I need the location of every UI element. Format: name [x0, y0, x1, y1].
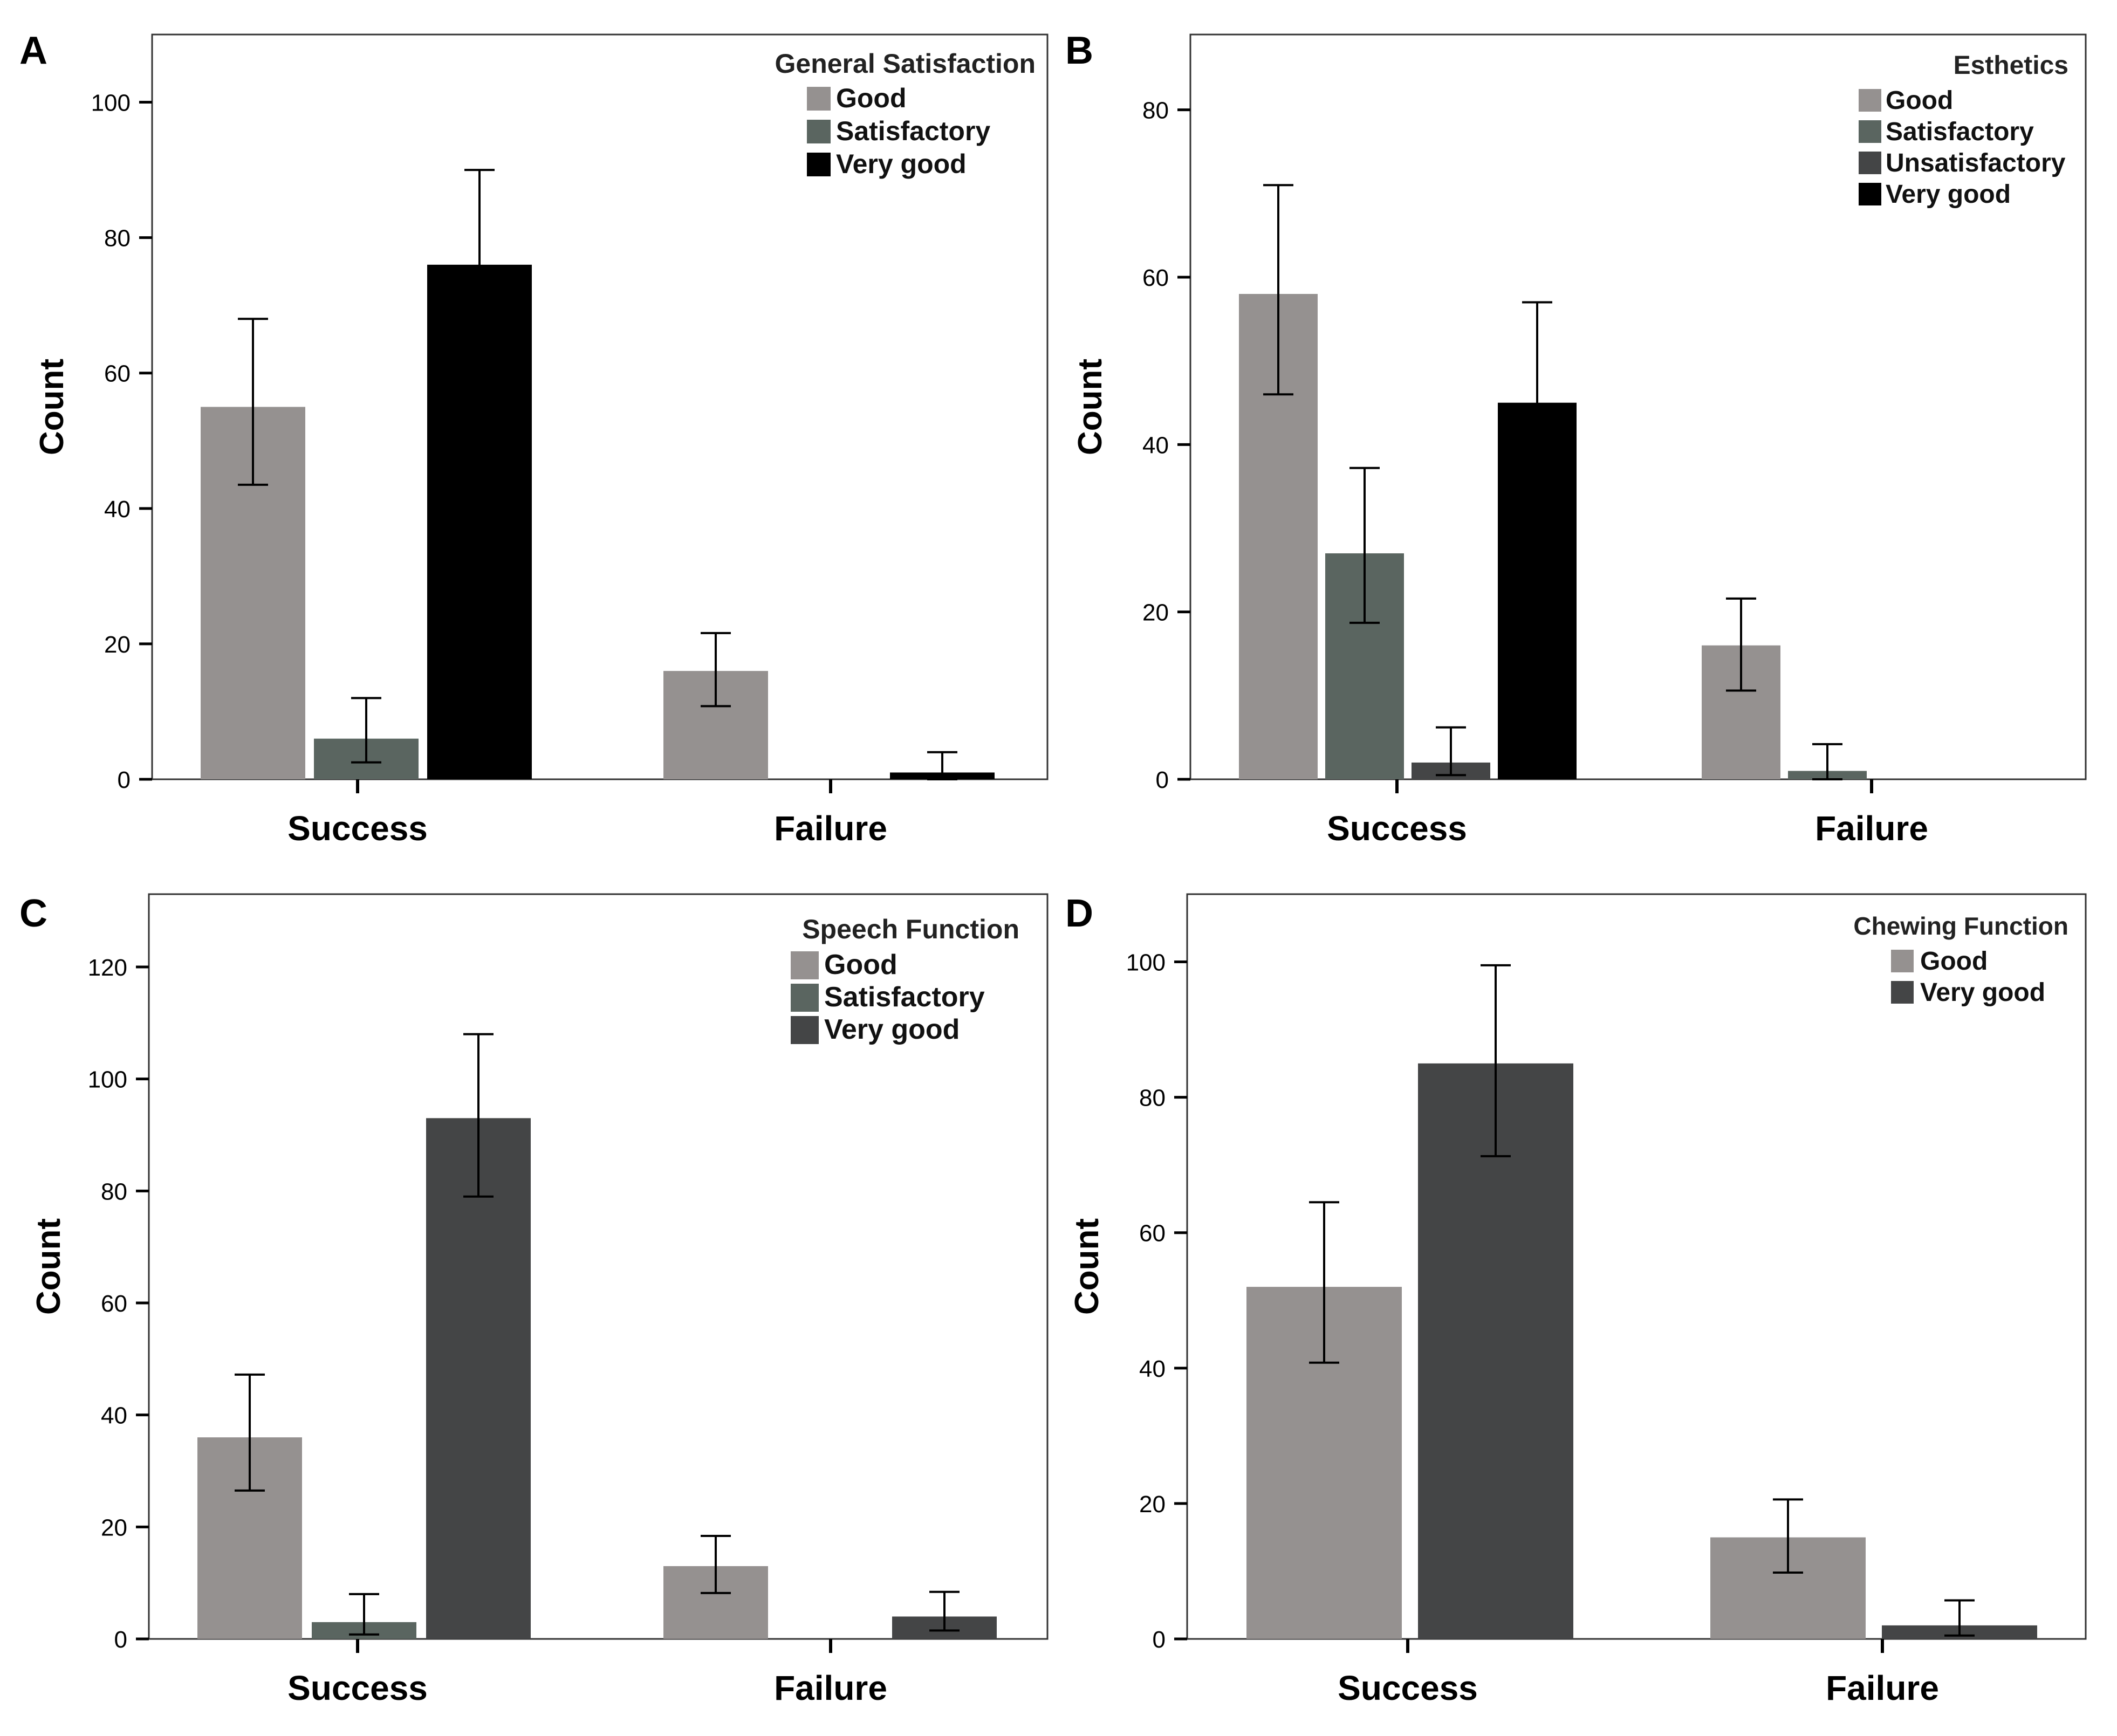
panel-label: C — [19, 892, 47, 935]
legend-title: General Satisfaction — [775, 49, 1036, 79]
x-tick-label-failure: Failure — [774, 1669, 887, 1707]
y-axis-label: Count — [1072, 359, 1109, 455]
legend-label-good: Good — [836, 83, 907, 113]
plot-frame — [1189, 33, 2087, 780]
legend-swatch-very-good — [1859, 183, 1881, 205]
y-tick-label: 0 — [118, 767, 131, 793]
chart-panel-a: A 0 20 40 60 80 100 Count Success Failure General … — [19, 29, 1049, 848]
legend-swatch-good — [807, 87, 831, 111]
legend-label-very-good: Very good — [1920, 978, 2045, 1007]
legend-label-good: Good — [1886, 86, 1953, 115]
y-tick-label: 0 — [1156, 767, 1169, 793]
legend-title: Esthetics — [1954, 51, 2068, 80]
y-tick-label: 100 — [1126, 950, 1166, 976]
y-tick-label: 20 — [101, 1514, 127, 1541]
bar-very-good-success — [1418, 1063, 1573, 1639]
legend-label-satisfactory: Satisfactory — [836, 116, 990, 146]
legend-swatch-very-good — [807, 153, 831, 176]
y-tick-label: 60 — [1142, 265, 1169, 291]
y-tick-label: 60 — [1139, 1220, 1166, 1247]
y-axis-label: Count — [1068, 1218, 1106, 1315]
legend-label-unsatisfactory: Unsatisfactory — [1886, 149, 2066, 177]
bar-very-good-success — [426, 1118, 531, 1639]
legend-title: Speech Function — [802, 914, 1019, 944]
legend-label-very-good: Very good — [836, 149, 967, 179]
legend-swatch-good — [791, 951, 819, 979]
x-tick-label-failure: Failure — [1815, 809, 1928, 848]
y-tick-label: 0 — [1153, 1627, 1166, 1653]
y-tick-label: 20 — [104, 632, 131, 658]
y-axis-label: Count — [33, 359, 71, 455]
y-tick-label: 100 — [91, 90, 131, 116]
legend-swatch-satisfactory — [1859, 120, 1881, 143]
panel-label: A — [19, 29, 47, 72]
legend-swatch-good — [1891, 950, 1914, 972]
legend-swatch-satisfactory — [807, 120, 831, 143]
y-tick-label: 80 — [104, 225, 131, 252]
legend-title: Chewing Function — [1853, 912, 2068, 940]
y-tick-label: 60 — [101, 1291, 127, 1317]
legend-swatch-good — [1859, 89, 1881, 112]
chart-panel-c: C 0 20 40 60 80 100 120 Count Success Failure Speec… — [19, 892, 1049, 1707]
y-tick-label: 60 — [104, 361, 131, 387]
y-tick-label: 100 — [88, 1067, 127, 1093]
y-tick-label: 80 — [1139, 1085, 1166, 1111]
legend-label-good: Good — [824, 949, 898, 980]
y-tick-label: 20 — [1139, 1491, 1166, 1518]
x-tick-label-success: Success — [287, 1669, 428, 1707]
plot-frame — [148, 893, 1049, 1640]
panel-label: D — [1065, 892, 1093, 935]
y-tick-label: 40 — [101, 1403, 127, 1429]
y-tick-label: 40 — [104, 496, 131, 523]
legend-swatch-very-good — [1891, 981, 1914, 1004]
y-tick-label: 80 — [1142, 98, 1169, 124]
legend-label-good: Good — [1920, 947, 1988, 976]
chart-panel-b: B 0 20 40 60 80 Count Success Failure EstheticsGo… — [1065, 29, 2087, 848]
legend-label-satisfactory: Satisfactory — [824, 982, 985, 1013]
y-tick-label: 80 — [101, 1178, 127, 1205]
legend-swatch-very-good — [791, 1016, 819, 1044]
legend-label-very-good: Very good — [824, 1014, 960, 1045]
legend-swatch-satisfactory — [791, 984, 819, 1012]
plot-frame — [151, 33, 1049, 780]
y-tick-label: 40 — [1142, 432, 1169, 458]
plot-frame — [1186, 893, 2087, 1640]
panel-label: B — [1065, 29, 1093, 72]
y-tick-label: 20 — [1142, 600, 1169, 626]
legend-label-satisfactory: Satisfactory — [1886, 118, 2034, 146]
y-tick-label: 120 — [88, 955, 127, 981]
x-tick-label-failure: Failure — [774, 809, 887, 848]
y-tick-label: 40 — [1139, 1356, 1166, 1382]
y-tick-label: 0 — [114, 1627, 127, 1653]
legend-swatch-unsatisfactory — [1859, 152, 1881, 174]
x-tick-label-success: Success — [1327, 809, 1467, 848]
legend-label-very-good: Very good — [1886, 180, 2011, 209]
x-tick-label-success: Success — [1338, 1669, 1478, 1707]
x-tick-label-success: Success — [287, 809, 428, 848]
y-axis-label: Count — [30, 1218, 67, 1315]
chart-panel-d: D 0 20 40 60 80 100 Count Success Failure Chewing … — [1065, 892, 2087, 1707]
x-tick-label-failure: Failure — [1826, 1669, 1939, 1707]
